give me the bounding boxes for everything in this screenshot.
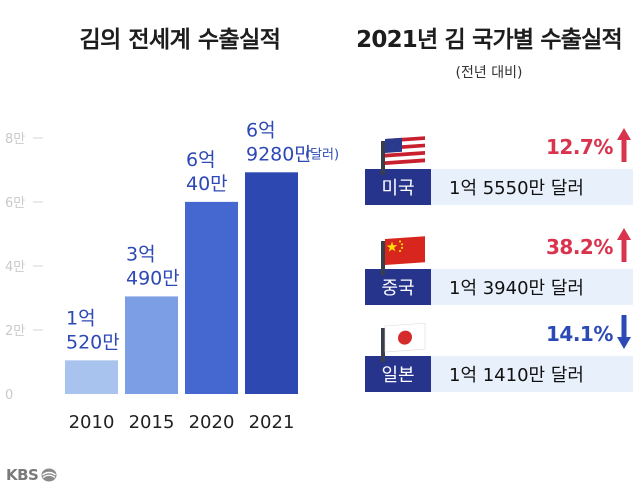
y-tick-label: 6만: [5, 196, 25, 211]
bar-2010: [65, 360, 118, 394]
change-percent: 14.1%: [546, 322, 613, 346]
y-tick-label: 8만: [5, 132, 25, 147]
bar-2020: [185, 201, 238, 394]
x-tick-label: 2010: [69, 412, 115, 433]
chart-title: 김의 전세계 수출실적: [79, 27, 281, 53]
bar-label-line1: 6억: [186, 149, 216, 171]
export-amount: 1억 5550만 달러: [449, 178, 584, 199]
kbs-mark-icon: [41, 468, 57, 482]
bar-label-line1: 1억: [66, 307, 96, 329]
bar-label-line2: 9280만: [246, 143, 312, 165]
country-row-usa: 미국 1억 5550만 달러 12.7%: [365, 128, 633, 205]
country-name: 일본: [365, 356, 431, 392]
export-amount: 1억 3940만 달러: [449, 278, 584, 299]
country-row-japan: 일본 1억 1410만 달러 14.1%: [365, 315, 633, 392]
bar-2015: [125, 296, 178, 394]
y-tick-label: 2만: [5, 324, 25, 339]
kbs-logo: KBS: [6, 466, 57, 484]
change-percent: 12.7%: [546, 135, 613, 159]
y-tick-label: 4만: [5, 260, 25, 275]
bar-label-line2: 40만: [186, 173, 228, 195]
change-badge: 14.1%: [541, 315, 633, 350]
export-amount: 1억 1410만 달러: [449, 365, 584, 386]
change-badge: 12.7%: [541, 128, 633, 163]
arrow-up-icon: [617, 228, 631, 262]
bar-label-line2: 520만: [66, 331, 120, 353]
country-row-china: 중국 1억 3940만 달러 38.2%: [365, 228, 633, 305]
country-panel-subtitle: (전년 대비): [455, 65, 523, 81]
bar-label-line2: 490만: [126, 267, 180, 289]
china-flag-icon: [381, 236, 425, 275]
bar-2021: [245, 172, 298, 394]
country-panel-title: 2021년 김 국가별 수출실적: [356, 27, 622, 53]
us-flag-icon: [381, 136, 425, 175]
bar-label-line1: 6억: [246, 119, 276, 141]
arrow-up-icon: [617, 128, 631, 162]
x-tick-label: 2021: [249, 412, 295, 433]
y-tick-label: 0: [5, 388, 13, 403]
arrow-down-icon: [617, 315, 631, 349]
country-name: 중국: [365, 269, 431, 305]
japan-flag-icon: [381, 322, 426, 362]
change-percent: 38.2%: [546, 235, 613, 259]
kbs-logo-text: KBS: [6, 466, 39, 484]
bar-label-line1: 3억: [126, 243, 156, 265]
x-tick-label: 2020: [189, 412, 235, 433]
x-tick-label: 2015: [129, 412, 175, 433]
country-name: 미국: [365, 169, 431, 205]
bar-label-unit: (달러): [305, 147, 339, 162]
change-badge: 38.2%: [541, 228, 633, 263]
